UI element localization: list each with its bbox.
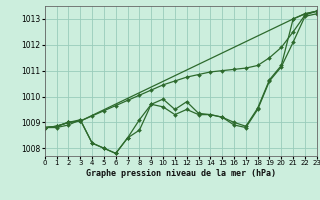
X-axis label: Graphe pression niveau de la mer (hPa): Graphe pression niveau de la mer (hPa) [86, 169, 276, 178]
